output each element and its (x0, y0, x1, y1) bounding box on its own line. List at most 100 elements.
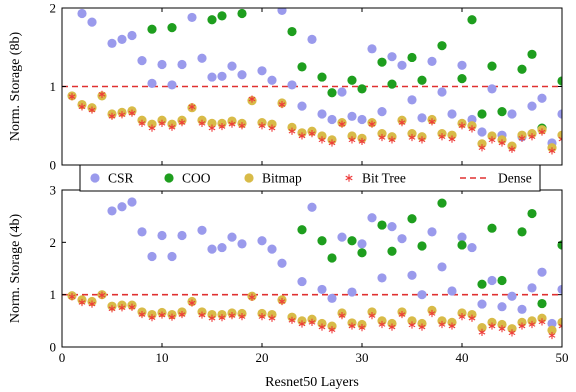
csr-point (527, 283, 537, 293)
csr-point (157, 230, 167, 241)
bit-tree-point (478, 328, 486, 336)
csr-point (507, 109, 517, 119)
legend-csr-label: CSR (108, 171, 134, 186)
coo-point (527, 49, 537, 59)
csr-point (547, 318, 557, 329)
coo-point (407, 214, 417, 224)
bit-tree-point (298, 320, 306, 328)
coo-point (317, 72, 327, 82)
bit-tree-point (248, 95, 256, 103)
csr-point (87, 17, 97, 27)
csr-point (487, 275, 497, 286)
bit-tree-point (298, 132, 306, 140)
bit-tree-point (548, 331, 556, 340)
legend-coo-marker (164, 173, 174, 183)
csr-point (567, 51, 576, 60)
legend-bittree-label: Bit Tree (362, 171, 406, 186)
bit-tree-point (158, 311, 166, 319)
csr-point (537, 267, 547, 277)
bit-tree-point (488, 322, 496, 330)
bit-tree-point (278, 100, 286, 109)
csr-point (407, 95, 417, 105)
bit-tree-point (138, 119, 146, 127)
csr-point (477, 127, 487, 137)
bit-tree-point (428, 118, 436, 126)
bit-tree-point (408, 133, 416, 142)
csr-point (497, 302, 507, 312)
y-axis-title: Norm. Storage (4b) (8, 214, 23, 324)
bit-tree-point (258, 122, 266, 130)
csr-point (507, 291, 517, 301)
csr-point (197, 53, 207, 63)
x-tick-label: 50 (556, 350, 569, 365)
coo-point (457, 74, 467, 84)
csr-point (197, 225, 207, 235)
bit-tree-point (98, 90, 106, 98)
csr-point (297, 101, 307, 111)
csr-point (477, 299, 487, 309)
csr-point (457, 60, 467, 70)
csr-point (557, 109, 562, 119)
bit-tree-point (398, 310, 406, 319)
csr-point (447, 109, 457, 119)
csr-point (257, 236, 267, 246)
legend-bitmap-marker (244, 173, 254, 183)
coo-point (477, 279, 487, 289)
bit-tree-point (358, 324, 366, 332)
x-axis-title: Resnet50 Layers (265, 375, 359, 390)
bit-tree-point (338, 120, 346, 128)
bitmap-point (557, 130, 562, 140)
bit-tree-point (378, 320, 386, 329)
bit-tree-point (518, 134, 526, 142)
bit-tree-point (348, 322, 356, 330)
bit-tree-point (68, 93, 76, 101)
csr-point (517, 304, 527, 314)
bit-tree-point (508, 329, 516, 337)
bit-tree-point (328, 326, 336, 334)
coo-point (317, 236, 327, 246)
csr-point (127, 30, 137, 41)
bit-tree-point (418, 323, 426, 331)
bitmap-point (557, 317, 562, 328)
coo-point (357, 248, 367, 258)
coo-point (537, 298, 547, 309)
csr-point (317, 109, 327, 119)
coo-point (437, 198, 447, 208)
bit-tree-point (238, 313, 246, 321)
coo-point (467, 15, 477, 25)
csr-point (167, 251, 177, 262)
csr-point (117, 34, 127, 45)
bitmap-point (477, 323, 487, 333)
csr-point (207, 72, 217, 82)
bit-tree-point (368, 120, 376, 128)
coo-point (377, 220, 387, 230)
bit-tree-point (228, 312, 236, 320)
csr-point (127, 197, 137, 207)
coo-point (497, 275, 507, 286)
legend-bittree-marker (345, 174, 353, 182)
x-tick-label: 40 (456, 350, 469, 365)
csr-point (387, 52, 397, 62)
csr-point (367, 44, 377, 54)
y-axis-title: Norm. Storage (8b) (8, 32, 23, 142)
bit-tree-point (328, 139, 336, 147)
bit-tree-point (348, 136, 356, 144)
bitmap-point (547, 325, 557, 335)
data-marks (67, 8, 576, 155)
bit-tree-point (398, 119, 406, 127)
coo-point (237, 8, 247, 19)
legend-coo-label: COO (182, 171, 211, 186)
bit-tree-point (438, 320, 446, 329)
coo-point (287, 26, 297, 37)
coo-point (167, 23, 177, 33)
bit-tree-point (528, 320, 536, 329)
csr-point (567, 222, 576, 231)
x-tick-label: 30 (356, 350, 369, 365)
coo-point (417, 75, 427, 85)
chart-panel-8bit: 0 1 2 Norm. Storage (8b) (8, 1, 576, 173)
bit-tree-point (238, 122, 246, 130)
csr-point (467, 242, 477, 253)
csr-point (177, 59, 187, 70)
bit-tree-point (138, 310, 146, 319)
